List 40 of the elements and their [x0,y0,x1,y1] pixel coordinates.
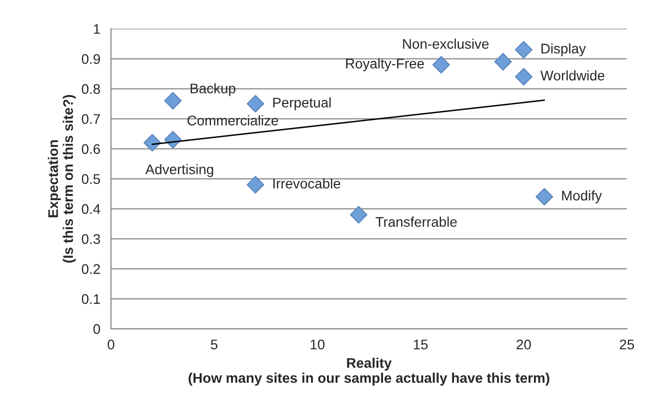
x-tick-label: 25 [620,340,634,350]
y-tick-label: 0.9 [82,54,100,64]
point [246,176,264,194]
x-axis-title: Reality (How many sites in our sample actually have this term) [188,358,550,386]
point [536,188,554,206]
annotation: Modify [562,190,602,204]
annotation: Backup [190,83,236,96]
x-tick-label: 0 [108,340,114,350]
y-tick-label: 1 [94,24,100,34]
y-tick-label: 0.8 [82,84,100,94]
point [432,56,450,74]
annotation: Display [542,43,586,56]
point [246,95,264,113]
point [350,206,368,224]
point [144,134,162,152]
annotation: Worldwide [540,70,604,81]
y-tick-label: 0.7 [82,114,100,124]
annotation: Commercialize [188,115,278,126]
annotation: Royalty-Free [346,58,424,72]
x-tick-label: 15 [414,340,428,350]
y-axis-title: Expectation (Is this term on this site?) [48,94,76,263]
x-tick-label: 10 [310,340,325,350]
y-tick-label: 0.2 [82,264,100,274]
annotation: Perpetual [273,97,331,110]
point [494,53,512,71]
annotation: Advertising [145,164,214,178]
y-tick-label: 0 [93,324,100,334]
y-tick-label: 0.5 [82,174,100,184]
point [164,92,182,110]
annotation: Irrevocable [273,178,340,189]
point [514,68,532,86]
annotation: Non-exclusive [403,38,489,49]
point [514,41,532,59]
y-tick-label: 0.3 [82,234,100,244]
y-tick-label: 0.1 [82,294,100,304]
annotation: Transferrable [376,216,457,227]
y-tick-label: 0.6 [82,144,100,154]
y-tick-label: 0.4 [82,204,100,214]
x-tick-label: 20 [516,340,531,350]
x-tick-label: 5 [210,340,218,350]
